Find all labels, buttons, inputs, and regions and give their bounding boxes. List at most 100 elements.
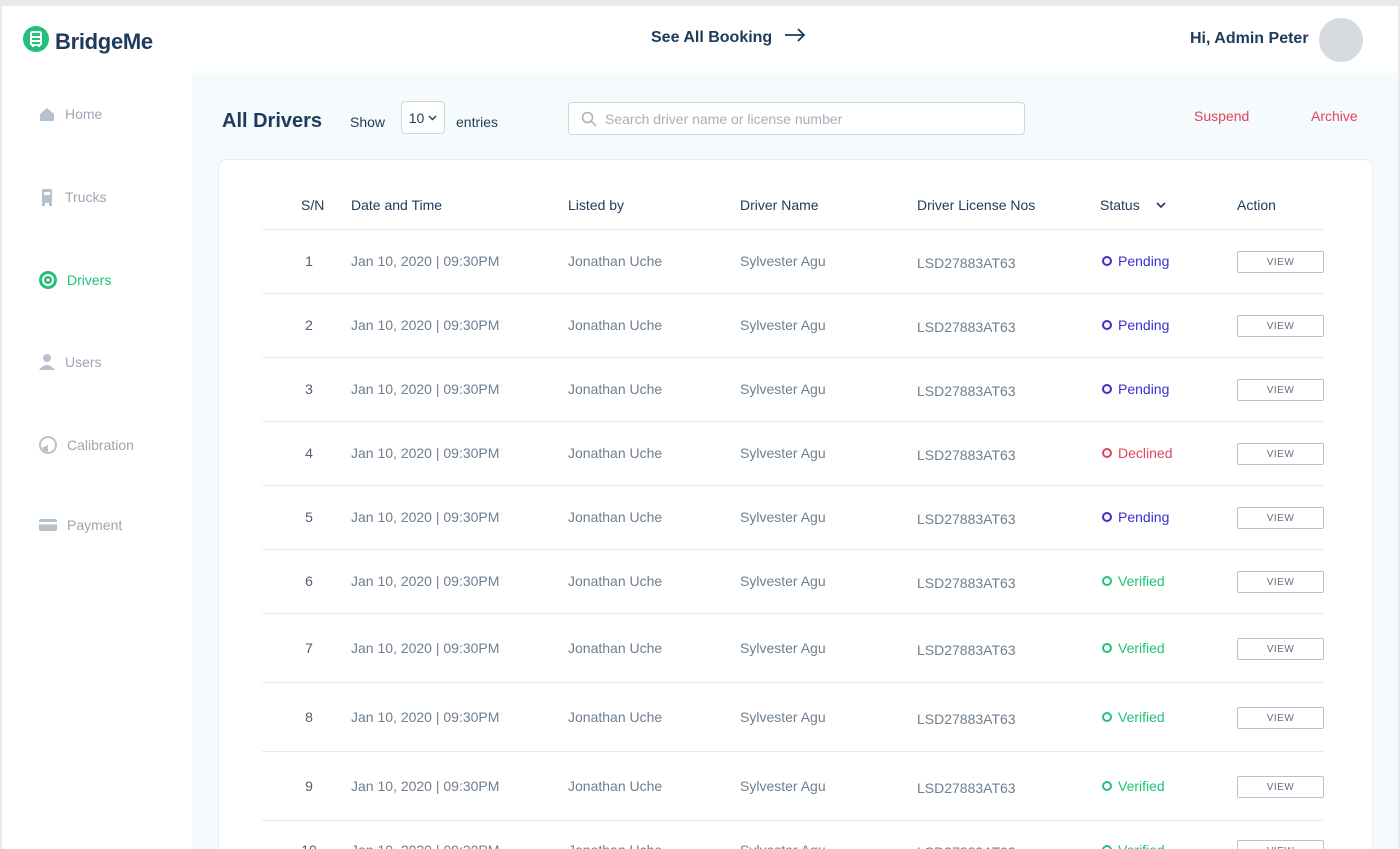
status-label: Pending xyxy=(1118,317,1170,333)
cell-driver-name: Sylvester Agu xyxy=(740,317,826,333)
view-button[interactable]: VIEW xyxy=(1237,571,1324,593)
cell-listed-by: Jonathan Uche xyxy=(568,509,663,525)
sidebar-item-label: Payment xyxy=(67,517,123,533)
cell-datetime: Jan 10, 2020 | 09:30PM xyxy=(351,317,500,333)
entries-value: 10 xyxy=(408,109,425,126)
cell-driver-name: Sylvester Agu xyxy=(740,381,826,397)
view-button[interactable]: VIEW xyxy=(1237,251,1324,273)
sidebar-item-drivers[interactable]: Drivers xyxy=(38,270,111,290)
sidebar-item-payment[interactable]: Payment xyxy=(38,517,122,533)
avatar[interactable] xyxy=(1319,18,1363,62)
view-button[interactable]: VIEW xyxy=(1237,638,1324,660)
cell-license: LSD27883AT63 xyxy=(917,711,1016,727)
table-row: 5 Jan 10, 2020 | 09:30PM Jonathan Uche Sylv… xyxy=(262,485,1324,549)
sidebar-item-label: Trucks xyxy=(65,189,107,205)
cell-datetime: Jan 10, 2020 | 09:30PM xyxy=(351,778,500,794)
entries-select[interactable]: 10 xyxy=(401,101,445,134)
cell-listed-by: Jonathan Uche xyxy=(568,381,663,397)
status-badge: Verified xyxy=(1102,573,1165,589)
status-label: Verified xyxy=(1118,709,1165,725)
cell-driver-name: Sylvester Agu xyxy=(740,509,826,525)
cell-license: LSD27883AT63 xyxy=(917,511,1016,527)
view-button[interactable]: VIEW xyxy=(1237,315,1324,337)
cell-datetime: Jan 10, 2020 | 09:30PM xyxy=(351,709,500,725)
page-title: All Drivers xyxy=(222,110,323,132)
status-badge: Verified xyxy=(1102,778,1165,794)
column-header-status[interactable]: Status xyxy=(1100,197,1166,213)
cell-sn: 10 xyxy=(294,842,324,849)
view-button[interactable]: VIEW xyxy=(1237,840,1324,849)
cell-listed-by: Jonathan Uche xyxy=(568,317,663,333)
user-icon xyxy=(39,354,55,370)
view-button[interactable]: VIEW xyxy=(1237,443,1324,465)
status-badge: Verified xyxy=(1102,842,1165,849)
card-icon xyxy=(39,519,57,531)
status-dot-icon xyxy=(1102,448,1112,458)
sidebar: Home Trucks Drivers Users Calibration Pa… xyxy=(2,73,192,849)
archive-button[interactable]: Archive xyxy=(1311,108,1358,124)
status-dot-icon xyxy=(1102,320,1112,330)
cell-listed-by: Jonathan Uche xyxy=(568,778,663,794)
column-header-license: Driver License Nos xyxy=(917,197,1036,213)
sidebar-item-label: Calibration xyxy=(67,437,134,453)
status-dot-icon xyxy=(1102,781,1112,791)
table-row: 4 Jan 10, 2020 | 09:30PM Jonathan Uche Sylv… xyxy=(262,421,1324,485)
app-window: BridgeMe See All Booking Hi, Admin Peter… xyxy=(2,6,1398,849)
home-icon xyxy=(40,108,54,121)
status-label: Pending xyxy=(1118,253,1170,269)
table-row: 3 Jan 10, 2020 | 09:30PM Jonathan Uche Sylv… xyxy=(262,357,1324,421)
truck-icon xyxy=(42,189,52,206)
status-dot-icon xyxy=(1102,576,1112,586)
cell-datetime: Jan 10, 2020 | 09:30PM xyxy=(351,842,499,849)
brand-name: BridgeMe xyxy=(55,28,153,54)
cell-driver-name: Sylvester Agu xyxy=(740,709,826,725)
main-content: All Drivers Show 10 entries Suspend Arch… xyxy=(192,73,1398,849)
cell-listed-by: Jonathan Uche xyxy=(568,842,662,849)
status-dot-icon xyxy=(1102,845,1112,849)
search-icon xyxy=(581,111,597,127)
entries-label: entries xyxy=(456,114,499,130)
table-row: 6 Jan 10, 2020 | 09:30PM Jonathan Uche Sylv… xyxy=(262,549,1324,613)
sidebar-item-calibration[interactable]: Calibration xyxy=(38,435,134,455)
table-row: 2 Jan 10, 2020 | 09:30PM Jonathan Uche Sylv… xyxy=(262,293,1324,357)
status-label: Verified xyxy=(1118,640,1165,656)
sidebar-item-home[interactable]: Home xyxy=(38,106,102,122)
status-label: Verified xyxy=(1118,842,1165,849)
top-bar: BridgeMe See All Booking Hi, Admin Peter xyxy=(2,6,1398,73)
column-header-listed-by: Listed by xyxy=(568,197,625,213)
cell-license: LSD27883AT63 xyxy=(917,844,1016,849)
view-button[interactable]: VIEW xyxy=(1237,707,1324,729)
brand[interactable]: BridgeMe xyxy=(23,26,153,57)
cell-sn: 1 xyxy=(305,253,313,269)
status-label: Pending xyxy=(1118,381,1170,397)
view-button[interactable]: VIEW xyxy=(1237,507,1324,529)
search-box xyxy=(568,102,1025,135)
cell-listed-by: Jonathan Uche xyxy=(568,573,663,589)
column-header-date: Date and Time xyxy=(351,197,443,213)
cell-driver-name: Sylvester Agu xyxy=(740,573,826,589)
status-label: Verified xyxy=(1118,573,1165,589)
view-button[interactable]: VIEW xyxy=(1237,379,1324,401)
sidebar-item-trucks[interactable]: Trucks xyxy=(38,188,106,206)
sidebar-item-label: Home xyxy=(65,106,103,122)
cell-sn: 2 xyxy=(305,317,313,333)
status-dot-icon xyxy=(1102,512,1112,522)
calibration-icon xyxy=(39,436,57,454)
see-all-booking-label: See All Booking xyxy=(651,28,773,46)
status-dot-icon xyxy=(1102,384,1112,394)
bridgeme-logo-icon xyxy=(23,26,49,57)
sidebar-item-users[interactable]: Users xyxy=(38,353,102,371)
cell-sn: 6 xyxy=(305,573,313,589)
admin-greeting: Hi, Admin Peter xyxy=(1190,30,1309,47)
status-badge: Declined xyxy=(1102,445,1172,461)
cell-license: LSD27883AT63 xyxy=(917,319,1016,335)
show-label: Show xyxy=(350,114,386,130)
cell-license: LSD27883AT63 xyxy=(917,780,1016,796)
chevron-down-icon xyxy=(428,115,437,120)
status-dot-icon xyxy=(1102,256,1112,266)
cell-listed-by: Jonathan Uche xyxy=(568,253,663,269)
see-all-booking-link[interactable]: See All Booking xyxy=(651,28,806,47)
search-input[interactable] xyxy=(605,110,1005,127)
suspend-button[interactable]: Suspend xyxy=(1194,108,1250,124)
view-button[interactable]: VIEW xyxy=(1237,776,1324,798)
